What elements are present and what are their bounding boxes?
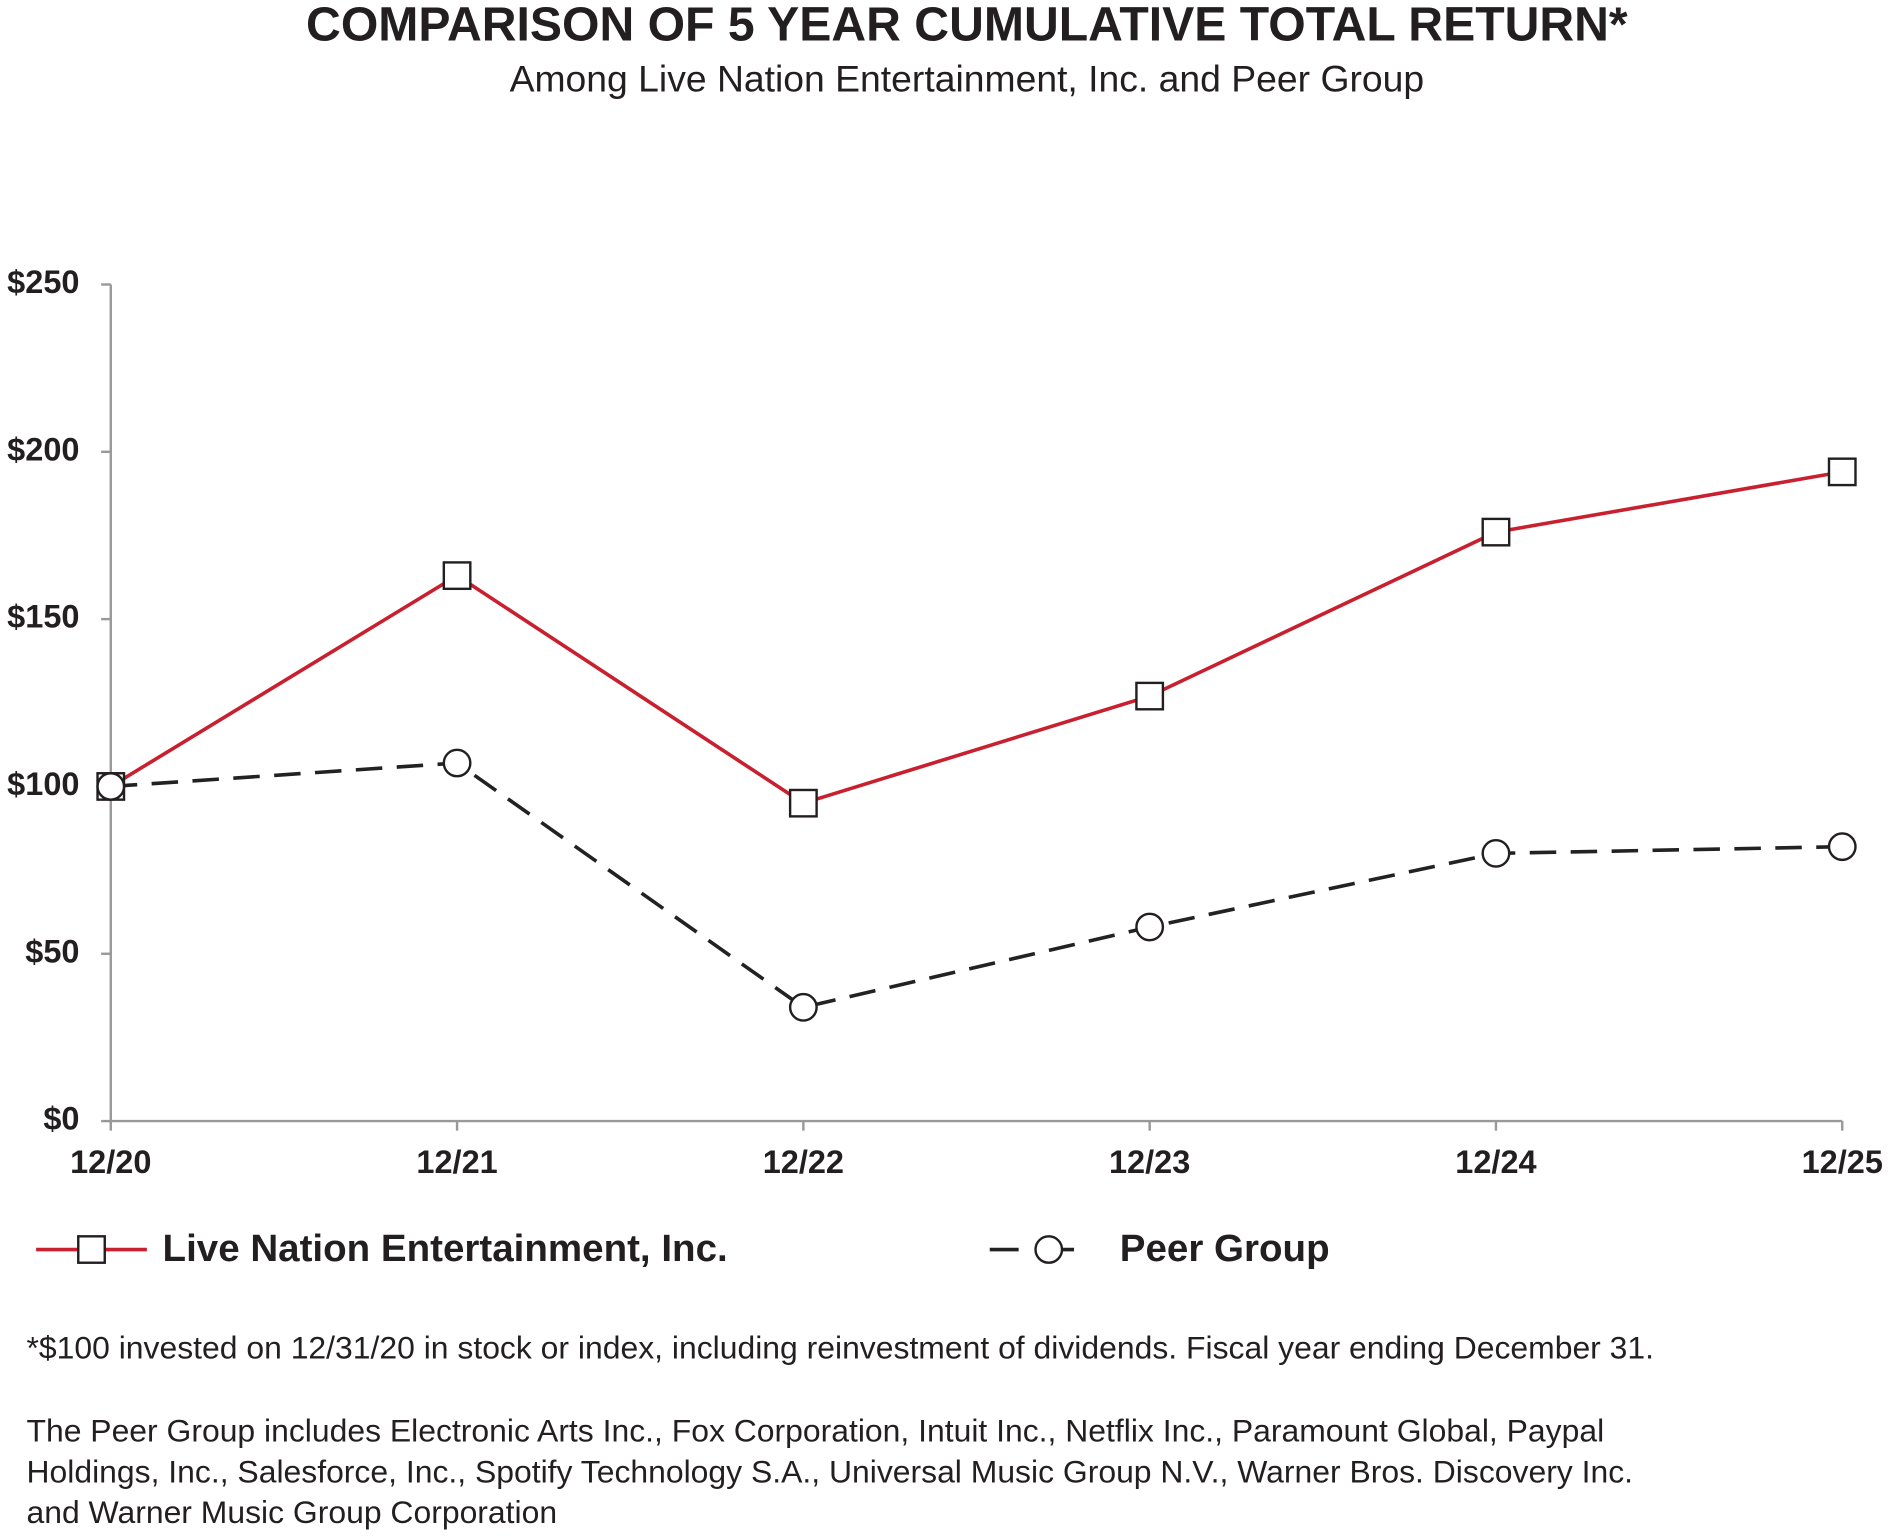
x-tick-label: 12/24 xyxy=(1455,1144,1536,1180)
marker xyxy=(442,561,472,591)
chart-title: COMPARISON OF 5 YEAR CUMULATIVE TOTAL RE… xyxy=(306,0,1628,51)
legend-label: Peer Group xyxy=(1120,1227,1330,1270)
legend-marker xyxy=(77,1235,106,1264)
footnote: *$100 invested on 12/31/20 in stock or i… xyxy=(26,1330,1654,1366)
marker xyxy=(1827,457,1857,487)
chart-subtitle: Among Live Nation Entertainment, Inc. an… xyxy=(510,58,1425,100)
y-tick-label: $200 xyxy=(7,431,79,467)
marker xyxy=(1481,517,1511,547)
marker xyxy=(442,748,472,778)
marker xyxy=(1135,912,1165,942)
y-tick-label: $100 xyxy=(7,766,79,802)
footnote: Holdings, Inc., Salesforce, Inc., Spotif… xyxy=(26,1453,1633,1489)
marker xyxy=(96,772,126,801)
x-tick-label: 12/21 xyxy=(416,1144,497,1180)
x-tick-label: 12/25 xyxy=(1802,1144,1883,1180)
y-tick-label: $50 xyxy=(25,933,79,969)
marker xyxy=(1135,681,1165,711)
x-tick-label: 12/20 xyxy=(70,1144,151,1180)
series-line xyxy=(109,470,1843,806)
marker xyxy=(788,788,818,818)
series-line xyxy=(110,761,1843,1010)
legend-marker xyxy=(1034,1235,1064,1264)
x-tick-label: 12/22 xyxy=(763,1144,844,1180)
marker xyxy=(788,992,818,1022)
marker xyxy=(1827,832,1857,862)
y-tick-label: $250 xyxy=(7,264,79,300)
marker xyxy=(1481,838,1511,868)
y-tick-label: $0 xyxy=(43,1101,79,1137)
x-tick-label: 12/23 xyxy=(1109,1144,1190,1180)
legend-label: Live Nation Entertainment, Inc. xyxy=(163,1227,728,1270)
y-tick-label: $150 xyxy=(7,599,79,635)
footnote: The Peer Group includes Electronic Arts … xyxy=(26,1413,1604,1449)
footnote: and Warner Music Group Corporation xyxy=(26,1494,557,1530)
